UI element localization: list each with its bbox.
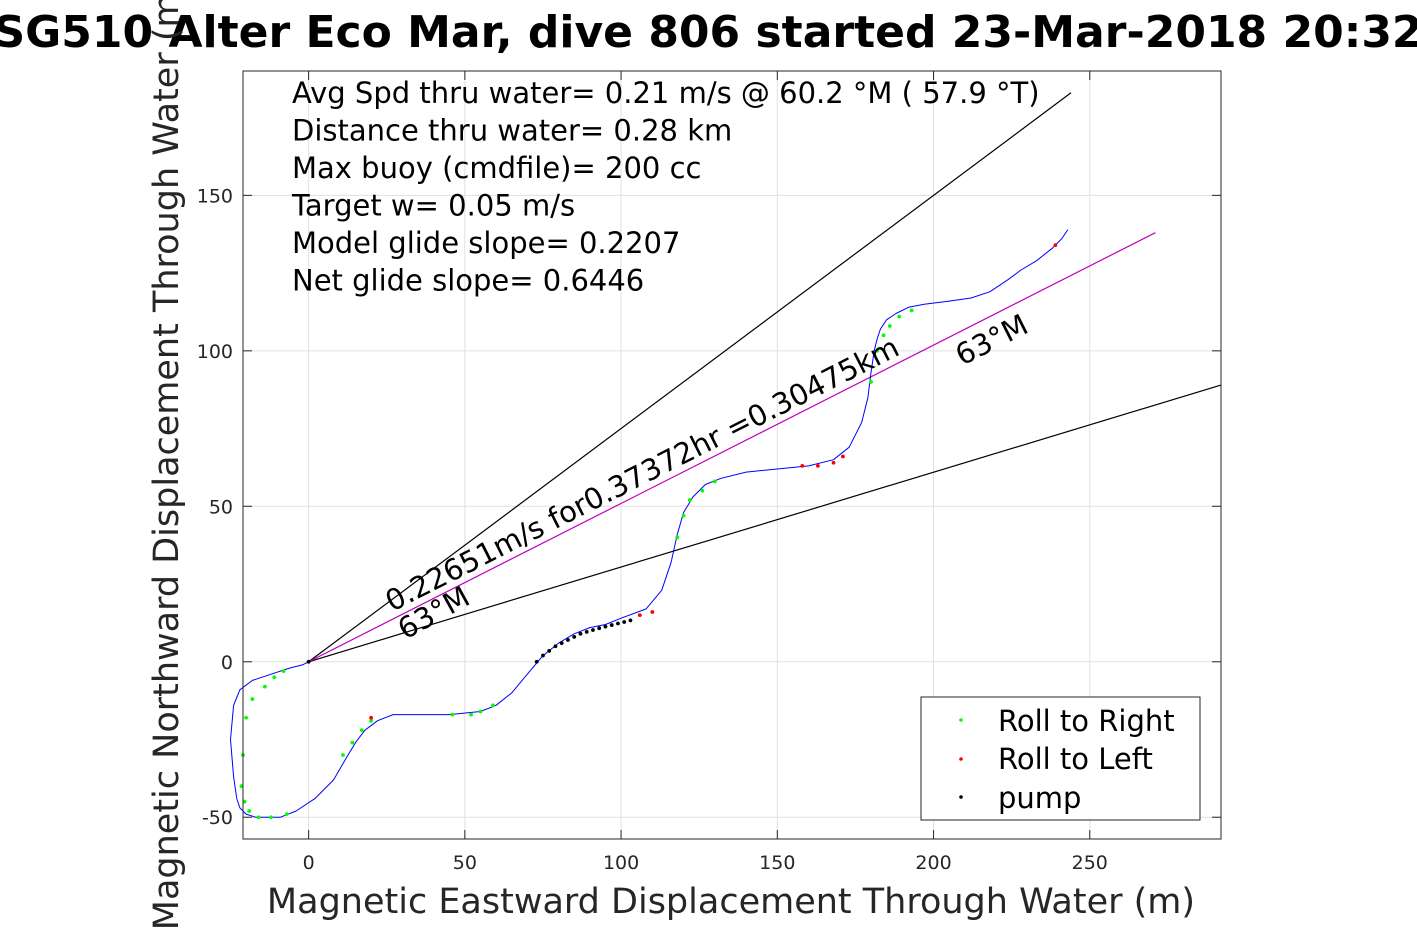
stats-line: Max buoy (cmdfile)= 200 cc — [292, 151, 701, 185]
stats-line: Distance thru water= 0.28 km — [292, 114, 732, 148]
net-track-line — [308, 232, 1156, 663]
roll-to-right-marker — [244, 715, 249, 720]
roll-to-right-marker — [881, 333, 886, 338]
roll-to-right-marker — [369, 718, 374, 723]
pump-marker — [597, 626, 602, 631]
track-line — [230, 229, 1069, 818]
pump-marker — [566, 638, 570, 642]
pump-marker — [622, 620, 627, 624]
roll-to-right-marker — [269, 815, 274, 820]
y-tick-label: 0 — [221, 652, 233, 674]
x-axis-label: Magnetic Eastward Displacement Through W… — [267, 882, 1195, 922]
y-tick-label: 100 — [197, 341, 233, 363]
roll-to-left-marker — [816, 463, 820, 468]
roll-to-right-marker — [712, 479, 717, 484]
roll-to-right-marker — [450, 712, 455, 717]
y-tick-label: -50 — [202, 807, 233, 829]
legend-label-roll-right: Roll to Right — [998, 704, 1175, 738]
pump-marker — [541, 653, 545, 658]
roll-to-right-marker — [341, 753, 345, 757]
reference-lines — [308, 92, 1222, 663]
lower-heading-limit-line — [308, 384, 1222, 663]
plot-frame — [242, 70, 1222, 840]
roll-to-left-marker — [831, 460, 836, 465]
pump-marker — [534, 659, 539, 664]
legend-label-roll-left: Roll to Left — [998, 742, 1153, 776]
roll-to-right-marker — [875, 348, 880, 353]
x-tick-label: 0 — [303, 852, 315, 874]
roll-to-right-marker — [239, 784, 244, 789]
roll-to-right-marker — [272, 675, 277, 680]
chart-title: SG510 Alter Eco Mar, dive 806 started 23… — [0, 7, 1417, 58]
pump-marker — [306, 659, 311, 664]
pump-marker — [584, 630, 589, 634]
pump-marker — [616, 621, 620, 626]
roll-to-right-marker — [700, 488, 705, 493]
legend-box — [920, 696, 1201, 821]
roll-to-right-marker — [359, 728, 364, 733]
roll-to-right-marker — [675, 535, 680, 540]
x-tick-label: 100 — [603, 852, 639, 874]
legend-marker-pump — [959, 795, 963, 799]
roll-to-left-marker — [637, 613, 642, 618]
stats-text: Avg Spd thru water= 0.21 m/s @ 60.2 °M (… — [291, 76, 1040, 298]
markers — [239, 243, 1058, 820]
roll-to-right-marker — [469, 712, 473, 717]
roll-to-left-marker — [1053, 243, 1058, 248]
stats-line: Target w= 0.05 m/s — [291, 189, 575, 223]
legend-label-pump: pump — [998, 781, 1081, 815]
y-axis-label: Magnetic Northward Displacement Through … — [147, 0, 187, 930]
track-lines — [230, 229, 1069, 818]
pump-marker — [603, 624, 608, 629]
roll-to-right-marker — [869, 380, 873, 384]
y-tick-label: 150 — [197, 185, 233, 207]
roll-to-left-marker — [650, 610, 655, 614]
roll-to-right-marker — [262, 684, 267, 689]
legend: Roll to Right Roll to Left pump — [920, 696, 1201, 821]
ticks: 0 50 100 150 200 250 -50 0 50 100 150 — [197, 71, 1221, 874]
roll-to-right-marker — [887, 324, 892, 328]
roll-to-left-marker — [800, 463, 805, 468]
roll-to-right-marker — [247, 809, 252, 813]
roll-to-left-marker — [369, 715, 374, 720]
pump-marker — [572, 634, 577, 639]
grid — [243, 71, 1221, 839]
pump-marker — [559, 641, 564, 646]
roll-to-right-marker — [242, 799, 247, 804]
legend-marker-roll-right — [959, 718, 963, 722]
roll-to-right-marker — [909, 308, 914, 313]
x-tick-label: 250 — [1072, 852, 1108, 874]
roll-to-right-marker — [687, 498, 692, 502]
stats-line: Model glide slope= 0.2207 — [292, 226, 680, 260]
y-tick-label: 50 — [209, 496, 233, 518]
upper-heading-limit-line — [308, 92, 1072, 663]
roll-to-right-marker — [250, 697, 255, 701]
pump-marker — [628, 618, 633, 623]
roll-to-right-marker — [681, 513, 686, 518]
roll-to-right-marker — [284, 812, 289, 817]
pump-marker — [547, 648, 552, 653]
roll-to-left-marker — [841, 454, 845, 459]
roll-to-right-marker — [350, 740, 355, 745]
legend-marker-roll-left — [959, 757, 963, 761]
stats-line: Net glide slope= 0.6446 — [292, 264, 644, 298]
roll-to-right-marker — [478, 709, 483, 714]
roll-to-right-marker — [281, 669, 286, 673]
pump-marker — [578, 631, 583, 636]
roll-to-right-marker — [897, 314, 902, 319]
stats-line: Avg Spd thru water= 0.21 m/s @ 60.2 °M (… — [292, 76, 1040, 110]
pump-marker — [591, 628, 595, 632]
roll-to-right-marker — [256, 815, 261, 820]
pump-marker — [609, 623, 614, 627]
x-tick-label: 200 — [915, 852, 951, 874]
roll-to-right-marker — [491, 703, 495, 708]
x-tick-label: 150 — [759, 852, 795, 874]
pump-marker — [553, 644, 558, 649]
x-tick-label: 50 — [453, 852, 477, 874]
